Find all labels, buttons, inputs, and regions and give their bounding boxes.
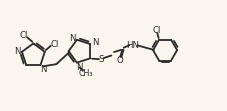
Text: N: N: [69, 34, 75, 43]
Text: Cl: Cl: [153, 26, 161, 35]
Text: Cl: Cl: [50, 40, 59, 49]
Text: S: S: [99, 55, 104, 64]
Text: CH₃: CH₃: [79, 69, 93, 78]
Text: N: N: [14, 47, 20, 56]
Text: O: O: [117, 56, 123, 65]
Text: N: N: [92, 38, 98, 47]
Text: HN: HN: [127, 41, 140, 50]
Text: N: N: [40, 65, 46, 74]
Text: N: N: [76, 63, 82, 72]
Text: Cl: Cl: [20, 31, 28, 40]
